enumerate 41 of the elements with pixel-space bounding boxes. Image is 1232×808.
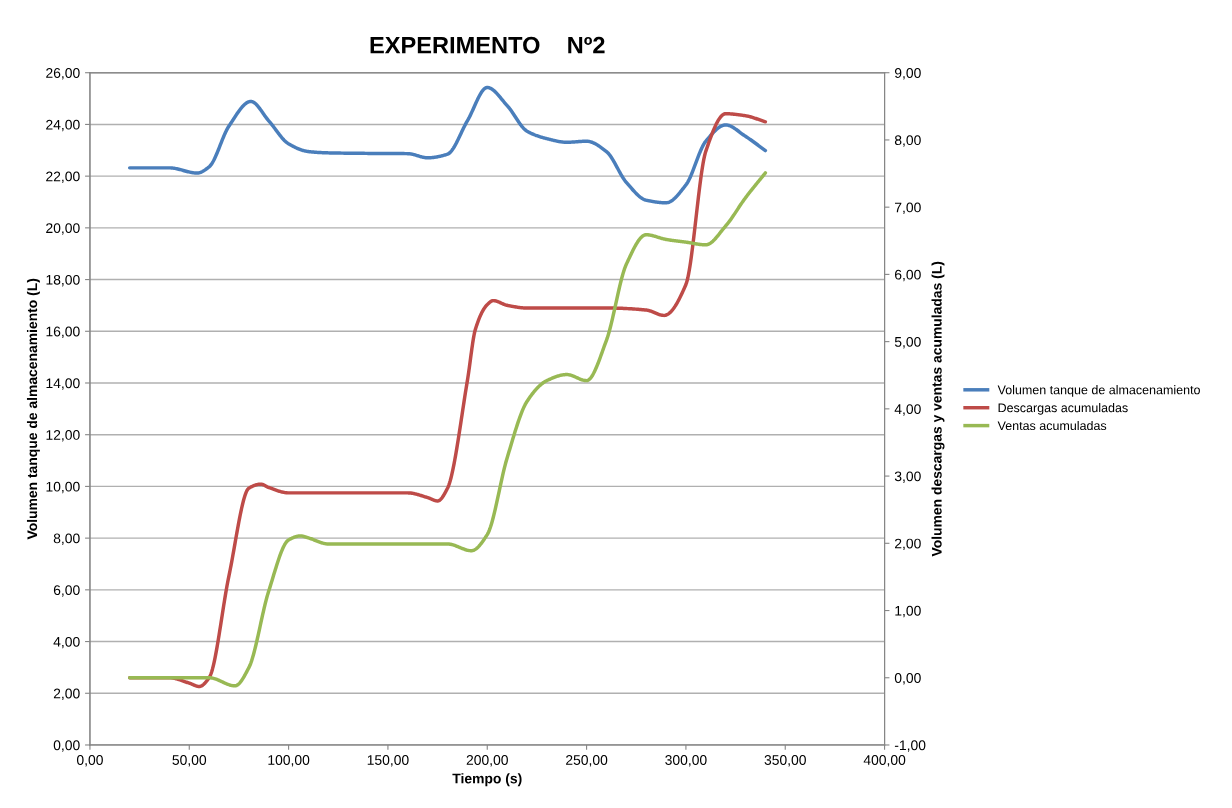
x-tick-label: 250,00 — [566, 755, 608, 767]
y2-tick-label: 0,00 — [894, 673, 921, 685]
y-tick-label: 20,00 — [46, 223, 80, 235]
y-tick-label: 24,00 — [46, 119, 80, 132]
y-tick-label: 18,00 — [46, 274, 80, 287]
chart-title: EXPERIMENTO Nº2 — [370, 36, 605, 54]
y2-tick-label: 6,00 — [895, 269, 921, 282]
x-tick-label: 150,00 — [367, 755, 409, 767]
y2-tick-label: 4,00 — [894, 404, 921, 416]
y2-tick-label: 1,00 — [895, 605, 921, 618]
x-tick-label: 50,00 — [172, 755, 207, 767]
x-tick-label: 0,00 — [76, 755, 103, 767]
y2-tick-label: 8,00 — [894, 135, 921, 147]
y-tick-label: 26,00 — [46, 68, 80, 80]
y2-axis-title: Volumen descargas y ventas acumuladas (L) — [931, 261, 945, 557]
x-axis-title: Tiempo (s) — [452, 773, 522, 787]
x-tick-label: 350,00 — [764, 755, 806, 767]
y-axis-title: Volumen tanque de almacenamiento (L) — [26, 278, 40, 540]
x-tick-label: 400,00 — [863, 755, 906, 767]
y2-tick-label: 3,00 — [894, 471, 921, 483]
y-tick-label: 8,00 — [53, 533, 80, 545]
y2-tick-label: 2,00 — [895, 538, 921, 551]
y2-tick-label: 7,00 — [895, 202, 921, 214]
y-tick-label: 14,00 — [46, 378, 80, 390]
x-tick-label: 100,00 — [268, 755, 310, 767]
y-tick-label: 10,00 — [46, 481, 80, 494]
y-tick-label: 16,00 — [46, 326, 80, 339]
x-tick-label: 300,00 — [665, 755, 707, 767]
y-tick-label: 6,00 — [53, 585, 80, 597]
legend-label: Volumen tanque de almacenamiento — [997, 385, 1200, 397]
y-tick-label: 4,00 — [53, 636, 80, 649]
y2-tick-label: 5,00 — [894, 336, 921, 349]
x-tick-label: 200,00 — [466, 755, 508, 767]
legend-label: Ventas acumuladas — [997, 420, 1107, 431]
y-tick-label: 0,00 — [53, 740, 80, 752]
y-tick-label: 22,00 — [46, 171, 80, 183]
y-tick-label: 2,00 — [53, 688, 80, 701]
y2-tick-label: -1,00 — [894, 740, 926, 752]
y-tick-label: 12,00 — [46, 430, 80, 442]
y2-tick-label: 9,00 — [894, 68, 921, 80]
legend-label: Descargas acumuladas — [998, 403, 1128, 415]
